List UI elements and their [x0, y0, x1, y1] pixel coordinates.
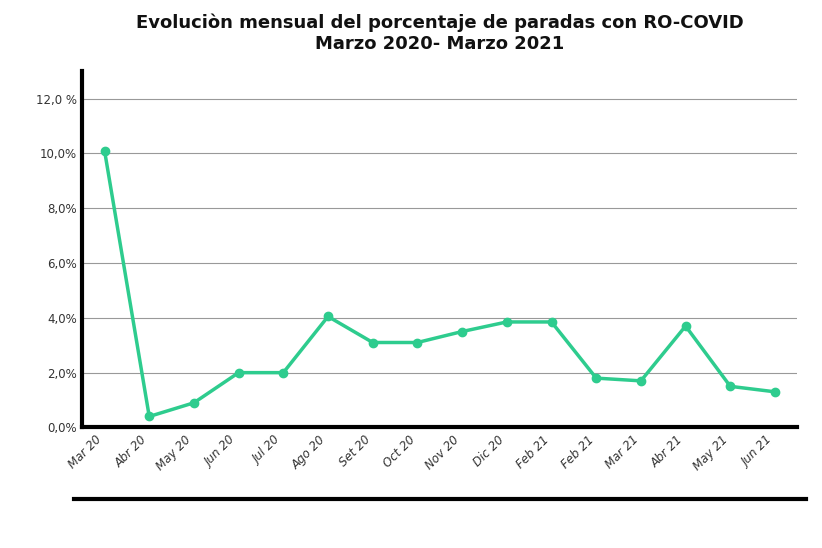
Title: Evoluciòn mensual del porcentaje de paradas con RO-COVID
Marzo 2020- Marzo 2021: Evoluciòn mensual del porcentaje de para…	[136, 14, 744, 53]
